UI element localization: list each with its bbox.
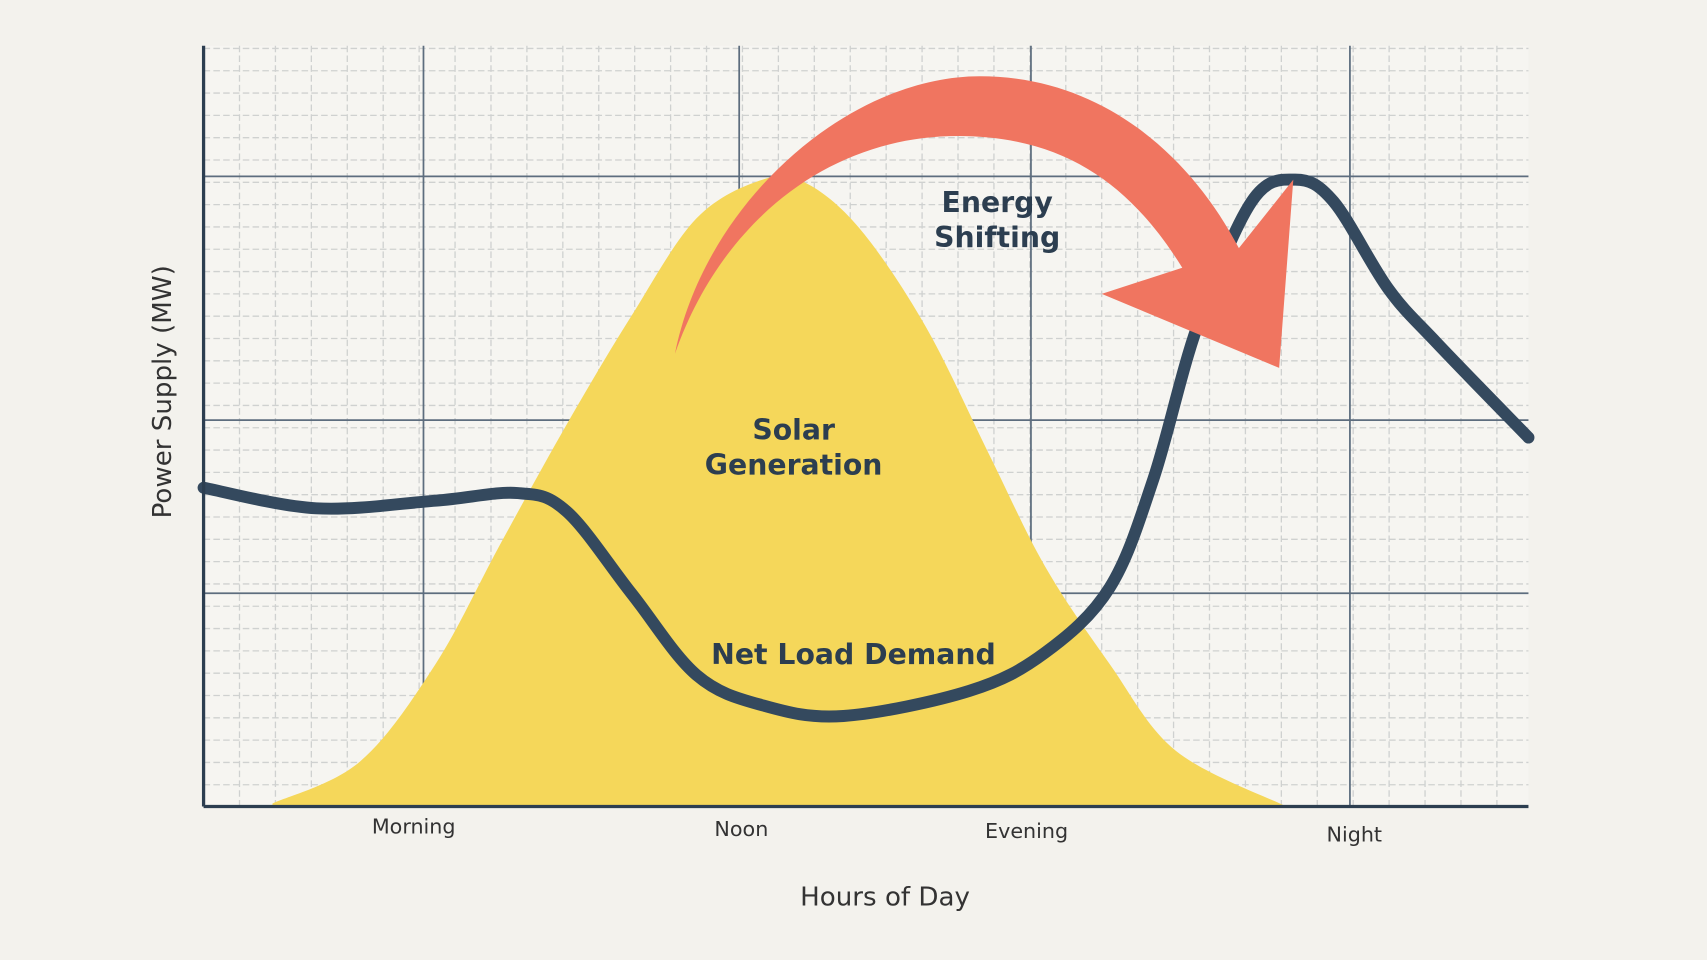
x-axis-title: Hours of Day	[800, 883, 970, 913]
energy-shifting-arrow	[674, 76, 1294, 368]
annotation-solar-line2: Generation	[705, 449, 883, 482]
annotation-energy-line2: Shifting	[934, 221, 1060, 254]
net-load-demand-line	[197, 173, 1535, 723]
x-tick-evening: Evening	[985, 819, 1068, 843]
solar-generation-area	[272, 175, 1285, 807]
x-tick-night: Night	[1327, 822, 1383, 846]
x-tick-morning: Morning	[372, 815, 456, 839]
annotation-solar-line1: Solar	[752, 414, 835, 447]
x-tick-noon: Noon	[714, 817, 768, 841]
y-axis-title: Power Supply (MW)	[148, 265, 178, 518]
annotation-energy-line1: Energy	[942, 186, 1053, 219]
annotation-net-load: Net Load Demand	[711, 638, 996, 671]
